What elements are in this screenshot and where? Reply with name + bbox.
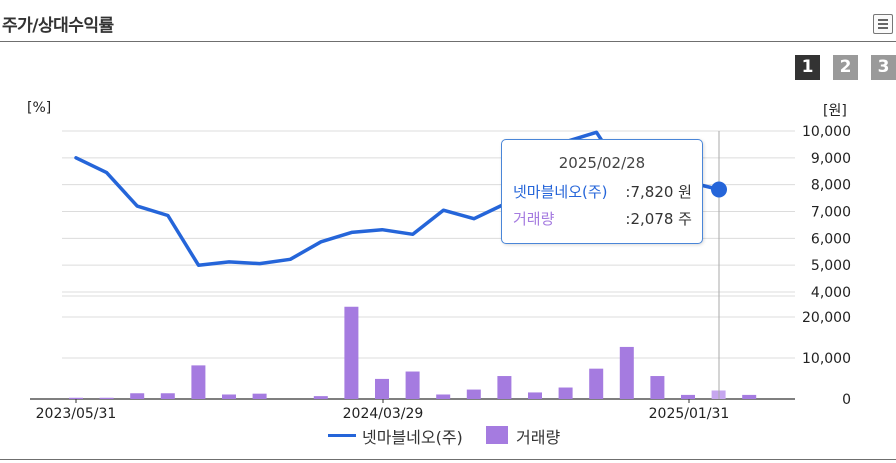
price-marker — [711, 181, 727, 198]
volume-bar — [375, 378, 389, 399]
legend-bar-swatch[interactable] — [486, 426, 508, 444]
price-tick-label: 10,000 — [802, 124, 851, 140]
volume-bar — [344, 306, 359, 399]
x-tick-label: 2025/01/31 — [649, 406, 730, 422]
volume-bar — [69, 397, 83, 399]
volume-bar — [252, 393, 267, 399]
volume-bar — [405, 371, 420, 399]
tooltip-volume-row: 거래량 :2,078 주 — [513, 208, 692, 228]
left-axis-unit: [%] — [27, 100, 52, 116]
volume-bar — [191, 365, 206, 399]
volume-bar — [466, 389, 481, 399]
page-button-1[interactable]: 1 — [795, 55, 820, 80]
volume-bar — [742, 394, 757, 399]
x-tick-label: 2023/05/31 — [36, 406, 117, 422]
price-tick-label: 6,000 — [811, 231, 851, 247]
tooltip-date: 2025/02/28 — [558, 154, 646, 172]
volume-tick-label: 10,000 — [802, 351, 851, 367]
tooltip-volume-label: 거래량 — [513, 210, 555, 228]
price-tick-label: 9,000 — [811, 151, 851, 167]
volume-bar — [130, 393, 145, 399]
right-axis-unit: [원] — [823, 103, 847, 119]
page-button-2[interactable]: 2 — [833, 55, 858, 80]
volume-bar — [681, 394, 695, 399]
legend-line-swatch[interactable] — [328, 434, 356, 437]
volume-bar — [650, 376, 665, 399]
volume-bar — [313, 396, 328, 399]
price-tick-label: 7,000 — [811, 205, 851, 221]
panel-title: 주가/상대수익률 — [2, 16, 114, 36]
price-tick-label: 8,000 — [811, 178, 851, 194]
volume-tick-label: 0 — [842, 392, 851, 408]
chart-tooltip: 2025/02/28 넷마블네오(주) :7,820 원 거래량 :2,078 … — [501, 139, 703, 244]
tooltip-price-row: 넷마블네오(주) :7,820 원 — [513, 181, 692, 201]
tooltip-volume-value: :2,078 주 — [625, 210, 692, 228]
volume-tick-label: 20,000 — [802, 310, 851, 326]
volume-bar — [589, 368, 604, 399]
legend-volume-label[interactable]: 거래량 — [516, 428, 561, 447]
x-tick-label: 2024/03/29 — [343, 406, 424, 422]
volume-bar — [497, 376, 512, 399]
legend-price-label[interactable]: 넷마블네오(주) — [362, 428, 463, 447]
panel-header: 주가/상대수익률 — [0, 0, 896, 42]
tooltip-price-value: :7,820 원 — [625, 183, 692, 201]
volume-bar — [528, 392, 542, 399]
bottom-divider — [0, 459, 896, 460]
price-tick-label: 5,000 — [811, 258, 851, 274]
volume-bar — [436, 394, 451, 399]
volume-bar — [160, 393, 175, 399]
tooltip-price-label: 넷마블네오(주) — [513, 183, 608, 201]
volume-bar — [619, 346, 634, 399]
volume-bar — [558, 387, 573, 399]
volume-bar — [99, 397, 114, 399]
volume-bar — [222, 394, 236, 399]
menu-icon[interactable] — [873, 14, 893, 34]
page-button-3[interactable]: 3 — [871, 55, 896, 80]
price-tick-label: 4,000 — [811, 285, 851, 301]
